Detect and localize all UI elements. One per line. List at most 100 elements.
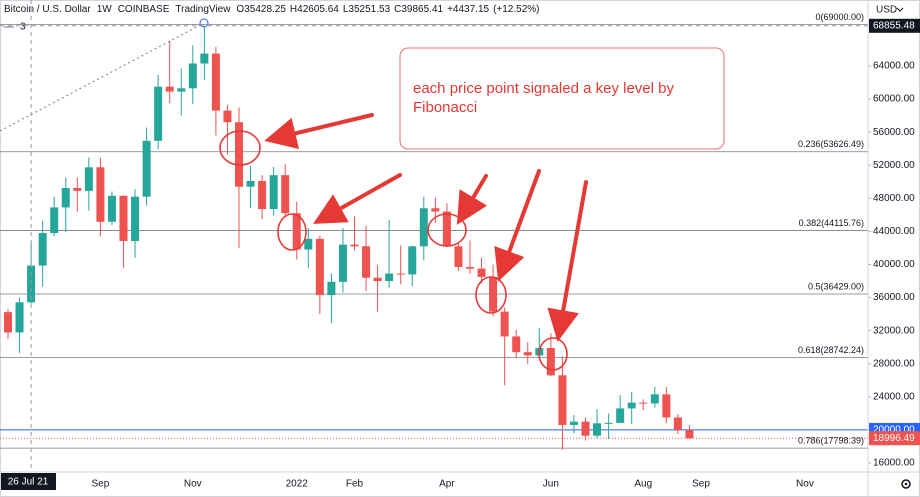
candle-body xyxy=(38,233,47,266)
exchange: COINBASE xyxy=(117,4,170,15)
symbol: Bitcoin / U.S. Dollar xyxy=(4,4,91,15)
y-tick-label: 48000.00 xyxy=(873,193,915,204)
arrow xyxy=(313,173,402,224)
candle-body xyxy=(84,167,93,191)
y-tick-label: 60000.00 xyxy=(873,94,915,105)
arrow xyxy=(456,174,488,225)
trend-line xyxy=(0,22,205,132)
candle-body xyxy=(477,268,486,277)
fib-label: 0.5(36429.00) xyxy=(808,281,864,291)
y-tick-label: 64000.00 xyxy=(873,61,915,72)
x-tick-label: Nov xyxy=(184,479,202,490)
candle-body xyxy=(685,429,694,439)
candle-body xyxy=(581,421,590,436)
arrow xyxy=(494,169,541,282)
candle-body xyxy=(512,336,521,353)
highlight-ellipse xyxy=(427,213,467,247)
candle-body xyxy=(627,402,636,409)
candle-body xyxy=(246,180,255,187)
candle-body xyxy=(281,175,290,214)
readout: O35428.25 H42605.64 L35251.53 C39865.41 +443… xyxy=(236,4,539,15)
y-tick-label: 16000.00 xyxy=(873,458,915,469)
candle-body xyxy=(200,53,209,64)
currency-label: USD xyxy=(876,5,897,16)
candle-body xyxy=(315,238,324,296)
y-tick-label: 52000.00 xyxy=(873,160,915,171)
candle-body xyxy=(454,246,463,267)
readout-value: O35428.25 xyxy=(236,4,286,15)
highlight-ellipse xyxy=(219,130,261,166)
y-tick-label: 40000.00 xyxy=(873,259,915,270)
candle-body xyxy=(396,273,405,275)
legend-header: Bitcoin / U.S. Dollar 1W COINBASE Tradin… xyxy=(4,4,540,15)
source: TradingView xyxy=(175,4,231,15)
readout-value: H42605.64 xyxy=(289,4,339,15)
readout-value: L35251.53 xyxy=(342,4,391,15)
last-price-box xyxy=(869,431,920,446)
y-tick-label: 32000.00 xyxy=(873,325,915,336)
candle-body xyxy=(61,187,70,208)
candle-body xyxy=(304,238,313,250)
candle-body xyxy=(223,110,232,123)
crosshair-price: 68855.48 xyxy=(873,20,915,31)
candle-body xyxy=(569,421,578,425)
candle-body xyxy=(489,276,498,312)
candle-body xyxy=(269,175,278,210)
fib-label: 0.382(44115.76) xyxy=(799,218,864,228)
candle-body xyxy=(604,422,613,424)
drawing-label: 3 xyxy=(20,22,26,33)
crosshair-date: 26 Jul 21 xyxy=(8,477,49,488)
settings-icon[interactable] xyxy=(901,479,911,489)
candle-body xyxy=(73,187,82,191)
candle-body xyxy=(107,195,116,222)
annotation-text: each price point signaled a key level by xyxy=(413,80,674,97)
fib-label: 0(69000.00) xyxy=(815,12,864,22)
y-tick-label: 28000.00 xyxy=(873,358,915,369)
candle-body xyxy=(15,302,24,333)
crosshair-date-box xyxy=(1,473,56,490)
readout-value: C39865.41 xyxy=(394,4,444,15)
x-tick-label: 2022 xyxy=(286,479,309,490)
fib-label: 0.618(28742.24) xyxy=(798,345,864,355)
candle-body xyxy=(235,122,243,187)
candle-body xyxy=(419,208,428,247)
x-tick-label: Aug xyxy=(634,479,652,490)
y-tick-label: 24000.00 xyxy=(873,391,915,402)
candle-body xyxy=(4,312,12,333)
arrow xyxy=(264,113,374,149)
arrow xyxy=(547,180,588,342)
candle-body xyxy=(188,63,197,89)
candle-body xyxy=(338,244,347,282)
candle-body xyxy=(500,311,509,337)
candle-body xyxy=(616,408,625,423)
gear[interactable] xyxy=(901,479,911,489)
x-tick-label: Sep xyxy=(692,479,710,490)
last-price-label: 18996.49 xyxy=(873,433,915,444)
candle-body xyxy=(385,273,394,282)
readout-value: (+12.52%) xyxy=(493,4,540,15)
candle-body xyxy=(154,86,163,141)
candle-body xyxy=(292,213,301,250)
candle-body xyxy=(177,88,186,92)
currency-caret xyxy=(896,7,904,12)
candle-body xyxy=(362,246,371,278)
x-tick-label: Sep xyxy=(92,479,110,490)
y-tick-label: 36000.00 xyxy=(873,292,915,303)
highlight-ellipse xyxy=(475,276,507,314)
fib-label: 0.786(17798.39) xyxy=(798,436,864,446)
gear-center[interactable] xyxy=(904,482,908,486)
candle-body xyxy=(373,277,382,282)
candle-body xyxy=(50,207,59,234)
candle-body xyxy=(211,53,220,111)
annotation-box xyxy=(399,47,725,150)
candle-body xyxy=(442,211,451,247)
candle-body xyxy=(673,417,682,430)
fib-label: 0.236(53626.49) xyxy=(798,139,864,149)
arrows xyxy=(264,113,588,342)
y-tick-label: 44000.00 xyxy=(873,226,915,237)
candle-body xyxy=(523,352,532,356)
crosshair-price-box xyxy=(869,18,920,33)
candle-body xyxy=(650,394,659,404)
